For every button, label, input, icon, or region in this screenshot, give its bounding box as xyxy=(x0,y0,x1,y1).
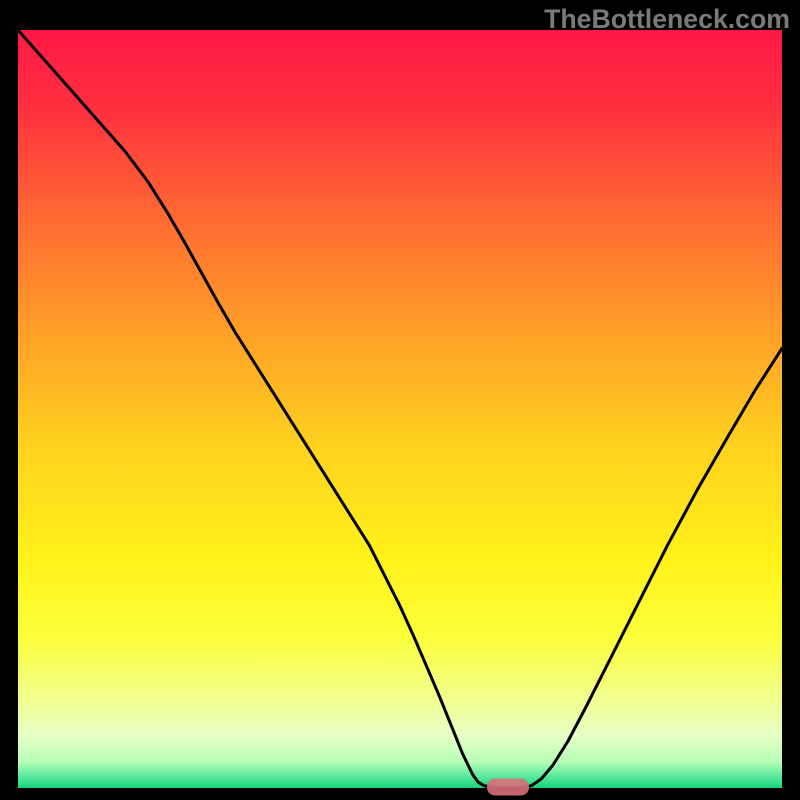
watermark-text: TheBottleneck.com xyxy=(544,4,790,35)
optimal-marker xyxy=(487,779,529,796)
bottleneck-curve xyxy=(18,30,782,788)
plot-area xyxy=(18,30,782,788)
chart-container: TheBottleneck.com xyxy=(0,0,800,800)
